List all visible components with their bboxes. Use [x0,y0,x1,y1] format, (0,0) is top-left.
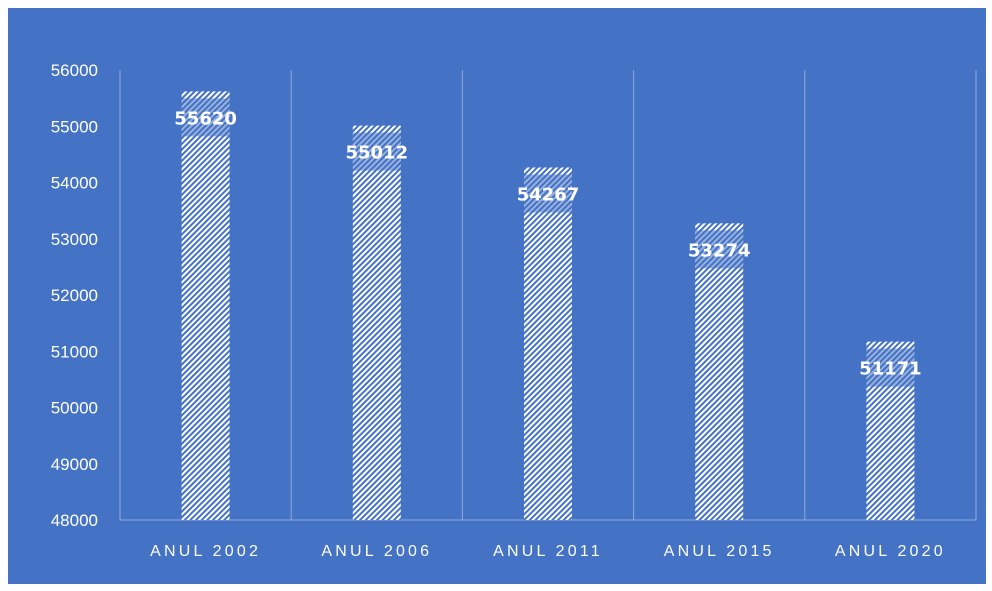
bar-chart: 48000 49000 50000 51000 52000 53000 54000 55000… [8,8,986,584]
x-category-label: ANUL 2002 [150,543,261,560]
data-label-backdrop [352,132,401,171]
data-label-backdrop [181,98,230,137]
y-tick-label: 55000 [51,117,98,136]
data-label-backdrop [524,174,572,213]
y-tick-label: 52000 [51,286,98,305]
labels: 48000 49000 50000 51000 52000 53000 54000 55000… [51,61,946,560]
data-label: 54267 [517,184,580,205]
bar [181,91,230,520]
y-tick-label: 54000 [51,174,98,193]
x-category-label: ANUL 2006 [321,543,432,560]
chart-background [8,8,986,584]
data-label: 53274 [688,240,751,261]
bar [352,125,401,520]
y-tick-label: 49000 [51,455,98,474]
data-label: 51171 [859,359,922,380]
data-label: 55620 [174,108,237,129]
bars [181,91,915,520]
x-category-label: ANUL 2015 [664,543,775,560]
data-label-backdrop [695,230,744,269]
data-label: 55012 [345,143,408,164]
y-tick-label: 48000 [51,511,98,530]
x-category-label: ANUL 2011 [493,543,603,560]
y-tick-label: 51000 [51,342,98,361]
bar [524,167,572,520]
y-tick-label: 50000 [51,399,98,418]
data-label-backdrop [866,348,915,387]
x-category-label: ANUL 2020 [835,543,946,560]
chart-area: 48000 49000 50000 51000 52000 53000 54000 55000… [8,8,986,584]
bar [695,223,744,520]
y-tick-label: 56000 [51,61,98,80]
y-tick-label: 53000 [51,230,98,249]
